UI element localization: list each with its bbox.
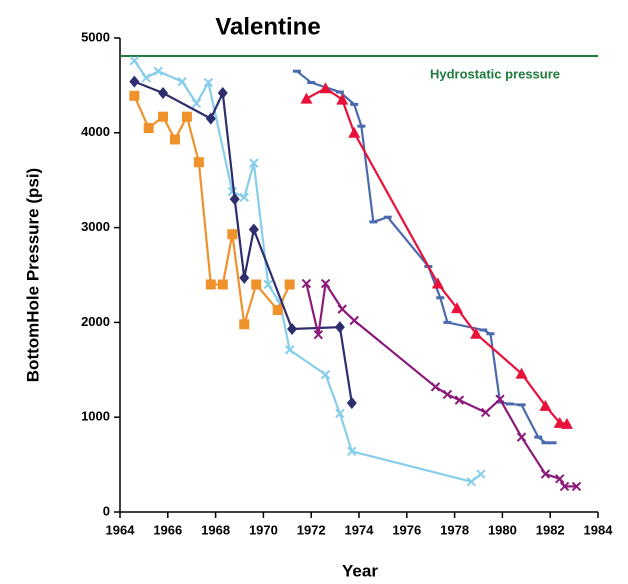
marker: [431, 277, 444, 289]
marker: [442, 389, 453, 400]
marker: [284, 279, 295, 290]
marker: [346, 396, 357, 409]
marker: [251, 279, 262, 290]
marker: [347, 446, 357, 457]
marker: [227, 229, 238, 240]
marker: [336, 93, 349, 105]
marker: [450, 302, 463, 314]
marker: [516, 432, 527, 442]
marker: [169, 134, 180, 145]
marker: [239, 192, 249, 202]
marker: [540, 469, 551, 479]
y-tick-label: 5000: [81, 29, 110, 44]
marker: [205, 279, 216, 290]
marker: [239, 271, 250, 284]
x-axis-label: Year: [342, 561, 378, 580]
marker: [191, 98, 202, 109]
x-tick-label: 1976: [392, 522, 421, 537]
marker: [263, 279, 273, 290]
chart-title: Valentine: [215, 13, 320, 40]
marker: [205, 112, 216, 125]
x-tick-label: 1980: [488, 522, 517, 537]
y-tick-label: 4000: [81, 124, 110, 139]
y-tick-label: 1000: [81, 409, 110, 424]
x-tick-label: 1966: [153, 522, 182, 537]
marker: [466, 476, 477, 487]
marker: [203, 77, 214, 88]
marker: [129, 90, 140, 101]
marker: [571, 481, 582, 492]
marker: [181, 111, 192, 122]
marker: [560, 417, 573, 429]
series-line: [296, 70, 553, 444]
series-line: [305, 280, 577, 488]
marker: [320, 278, 331, 289]
marker: [430, 382, 441, 392]
marker: [239, 319, 250, 330]
marker: [158, 111, 169, 122]
marker: [143, 123, 154, 134]
marker: [229, 193, 240, 206]
y-tick-label: 3000: [81, 219, 110, 234]
marker: [272, 305, 283, 316]
y-tick-label: 2000: [81, 314, 110, 329]
marker: [553, 416, 566, 428]
marker: [555, 474, 565, 484]
marker: [480, 407, 491, 418]
marker: [248, 223, 259, 236]
x-tick-label: 1972: [297, 522, 326, 537]
marker: [559, 481, 570, 492]
marker: [495, 394, 505, 404]
x-tick-label: 1978: [440, 522, 469, 537]
marker: [515, 367, 528, 379]
marker: [217, 279, 228, 290]
marker: [320, 369, 331, 380]
marker: [217, 86, 228, 99]
marker: [476, 469, 486, 479]
marker: [539, 399, 552, 411]
x-tick-label: 1982: [536, 522, 565, 537]
marker: [454, 395, 465, 405]
marker: [348, 126, 361, 138]
marker: [313, 330, 324, 340]
y-tick-label: 0: [103, 503, 110, 518]
marker: [249, 158, 259, 168]
series-line: [133, 95, 291, 325]
marker: [349, 315, 359, 326]
marker: [335, 408, 345, 419]
marker: [158, 86, 169, 99]
marker: [300, 92, 313, 104]
x-tick-label: 1970: [249, 522, 278, 537]
marker: [141, 73, 151, 83]
marker: [337, 304, 347, 314]
series-line: [133, 80, 353, 404]
marker: [470, 327, 483, 339]
y-axis-label: BottomHole Pressure (psi): [23, 168, 42, 382]
marker: [177, 76, 187, 87]
x-tick-label: 1964: [106, 522, 136, 537]
marker: [334, 321, 345, 334]
x-tick-label: 1968: [201, 522, 230, 537]
series-line: [133, 60, 482, 483]
marker: [319, 82, 332, 94]
marker: [284, 345, 295, 355]
marker: [287, 323, 298, 336]
x-tick-label: 1984: [584, 522, 614, 537]
marker: [129, 75, 140, 88]
series-line: [305, 86, 568, 425]
marker: [193, 157, 204, 168]
marker: [129, 56, 140, 66]
marker: [153, 66, 163, 76]
marker: [301, 278, 312, 289]
x-tick-label: 1974: [345, 522, 375, 537]
annotation: Hydrostatic pressure: [430, 66, 560, 81]
